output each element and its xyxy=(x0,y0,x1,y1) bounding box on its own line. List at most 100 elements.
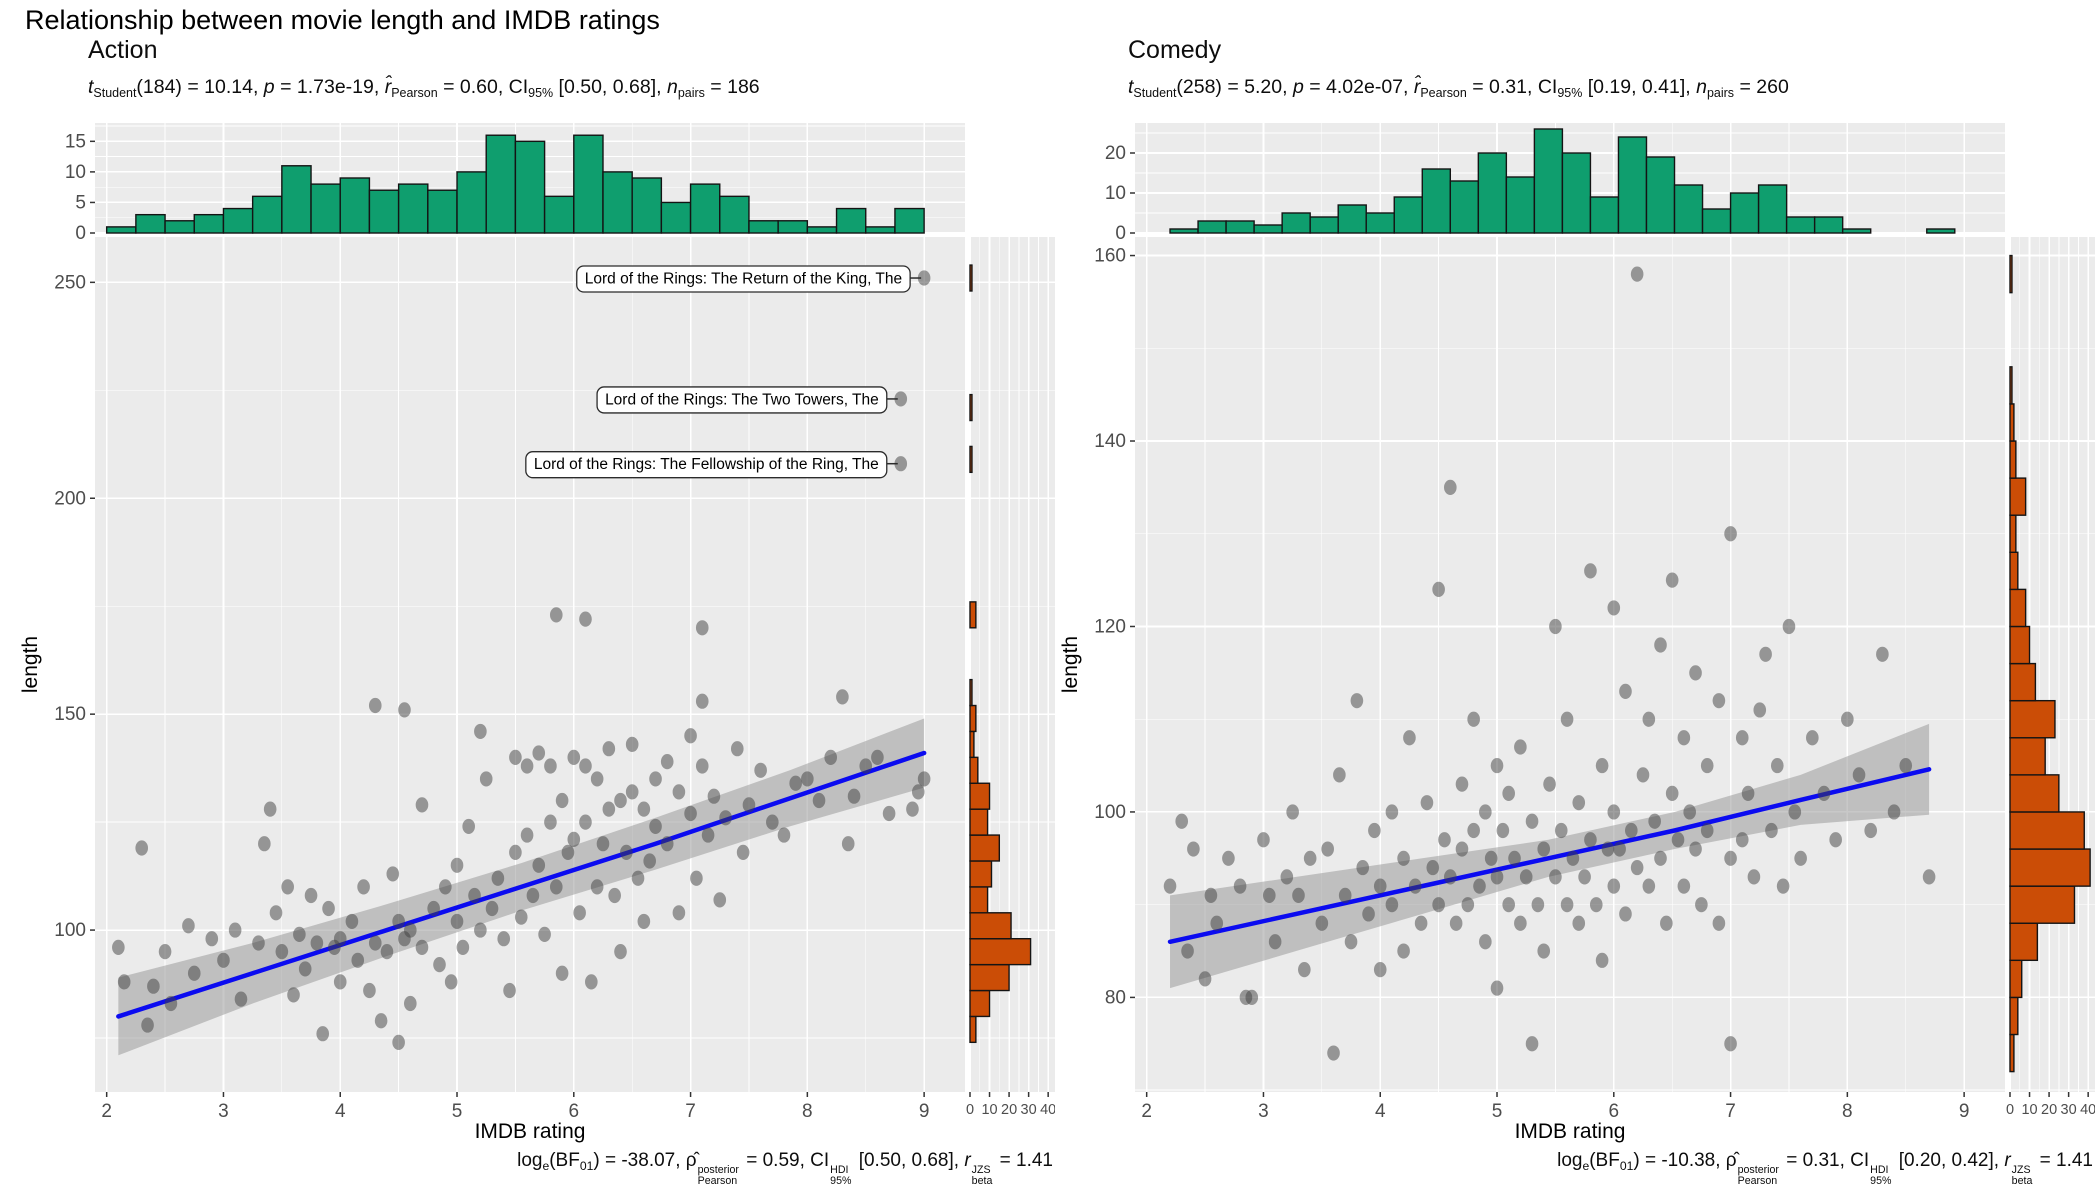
scatter-point xyxy=(1753,702,1767,718)
scatter-point xyxy=(707,788,721,804)
scatter-point xyxy=(882,805,896,822)
scatter-point xyxy=(1543,776,1556,792)
histogram-bar xyxy=(2009,699,2056,739)
x-tick-label: 5 xyxy=(1492,1101,1503,1122)
histogram-bar xyxy=(2009,551,2019,591)
scatter-point xyxy=(1613,841,1626,857)
histogram-bar xyxy=(1673,184,1704,234)
x-tick-label: 3 xyxy=(218,1101,229,1122)
histogram-bar xyxy=(660,201,692,234)
top-marginal-histogram xyxy=(105,134,925,234)
scatter-point xyxy=(205,931,219,947)
histogram-bar xyxy=(427,189,458,234)
scatter-point xyxy=(474,922,487,938)
regression xyxy=(1167,723,1932,989)
scatter-point xyxy=(450,913,464,930)
scatter-point xyxy=(1175,813,1189,829)
scatter-point xyxy=(1490,869,1504,885)
frequentist-stats-subtitle: tStudent(184) = 10.14, p = 1.73e-19, r̂P… xyxy=(88,76,760,100)
scatter-point xyxy=(1852,767,1866,783)
histogram-bar xyxy=(1841,228,1872,234)
histogram-bar xyxy=(969,678,973,707)
scatter-point xyxy=(269,905,283,921)
top-hist-count-label: 10 xyxy=(1105,183,1126,204)
histogram-bar xyxy=(514,140,546,234)
y-tick-label: 160 xyxy=(1094,246,1126,267)
histogram-bar xyxy=(2009,662,2037,702)
regression-line xyxy=(116,750,927,1019)
histogram-bar xyxy=(1197,220,1227,234)
scatter-point xyxy=(544,814,557,830)
scatter-point xyxy=(1286,804,1299,820)
top-hist-count-label: 0 xyxy=(75,223,86,244)
scatter-point xyxy=(439,879,452,895)
scatter-point xyxy=(1327,1045,1340,1061)
scatter-point xyxy=(544,758,557,774)
scatter-point xyxy=(1444,479,1457,495)
scatter-point xyxy=(1806,730,1819,746)
scatter-point xyxy=(579,611,592,627)
scatter-point xyxy=(322,900,335,917)
regression xyxy=(116,718,927,1056)
scatter-point xyxy=(281,879,294,895)
scatter-point xyxy=(1408,878,1422,894)
scatter-point xyxy=(1782,618,1796,635)
scatter-point xyxy=(1619,906,1632,922)
histogram-bar xyxy=(1729,192,1760,234)
histogram-bar xyxy=(719,195,750,234)
scatter-point xyxy=(561,844,575,860)
histogram-bar xyxy=(2009,848,2091,887)
scatter-point xyxy=(1356,859,1370,876)
scatter-point xyxy=(1397,943,1410,959)
right-hist-count-label: 30 xyxy=(1021,1102,1037,1118)
x-tick-label: 7 xyxy=(1725,1101,1736,1122)
histogram-bar xyxy=(969,445,973,474)
scatter-point xyxy=(298,961,312,977)
scatter-point xyxy=(1665,572,1679,588)
scatter-point xyxy=(158,944,172,960)
scatter-point xyxy=(1432,581,1445,597)
scatter-point xyxy=(1595,757,1609,774)
histogram-bar xyxy=(1281,212,1311,234)
panel-title-comedy: Comedy xyxy=(1128,36,1222,64)
scatter-point xyxy=(1560,711,1574,727)
sup-sub-stack: posterior Pearson xyxy=(1737,1163,1779,1188)
x-tick-label: 3 xyxy=(1258,1101,1269,1122)
scatter-point xyxy=(1414,915,1428,931)
scatter-point xyxy=(310,935,324,951)
point-label-box xyxy=(596,386,888,414)
histogram-bar xyxy=(1701,208,1732,234)
x-tick-label: 9 xyxy=(1959,1101,1970,1122)
histogram-bar xyxy=(865,226,896,234)
sup-sub-stack: HDI 95% xyxy=(1870,1163,1892,1188)
scatter-point xyxy=(596,836,610,852)
histogram-bar xyxy=(969,1015,977,1044)
histogram-bar xyxy=(281,165,312,234)
scatter-point xyxy=(1595,952,1609,968)
top-hist-count-label: 20 xyxy=(1105,143,1126,164)
scatter-point xyxy=(894,391,908,407)
scatter-point xyxy=(1735,832,1749,848)
scatter-point xyxy=(1665,785,1679,801)
scatter-point xyxy=(684,728,697,744)
bayesian-stats-caption: loge(BF01) = -38.07, ρ̂ posterior Pearson … xyxy=(517,1150,1053,1188)
point-label-box xyxy=(576,265,911,293)
scatter-point xyxy=(1788,804,1802,820)
scatter-point xyxy=(1514,915,1527,931)
scatter-point xyxy=(602,741,616,757)
scatter-point xyxy=(631,870,645,886)
scatter-point xyxy=(444,974,458,990)
scatter-point xyxy=(1549,869,1562,885)
histogram-bar xyxy=(222,207,254,234)
scatter-point xyxy=(1712,915,1726,931)
scatter-point xyxy=(917,771,931,787)
x-tick-label: 4 xyxy=(1375,1101,1386,1122)
histogram-bar xyxy=(573,134,604,234)
scatter-point xyxy=(1479,934,1492,950)
x-tick-label: 2 xyxy=(101,1101,112,1122)
scatter-point xyxy=(1841,711,1854,727)
scatter-point xyxy=(1426,859,1440,876)
scatter-point xyxy=(602,801,616,817)
scatter-point xyxy=(275,944,289,960)
scatter-point xyxy=(1245,989,1259,1006)
